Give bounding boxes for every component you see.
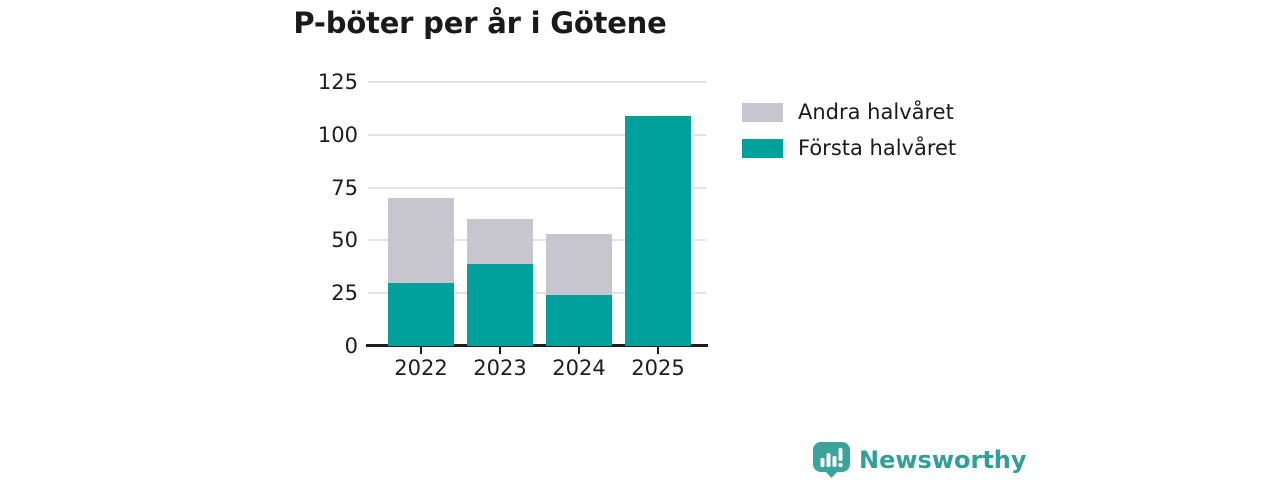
chart-title: P-böter per år i Götene	[293, 6, 667, 40]
legend-item-andra-halvaret: Andra halvåret	[742, 100, 956, 124]
branding-wordmark: Newsworthy	[859, 445, 1027, 474]
bar-2023-andra-halv-ret	[467, 219, 533, 264]
bar-2024-f-rsta-halv-ret	[546, 295, 612, 346]
gridline-125	[368, 81, 706, 83]
x-tick-mark-2023	[499, 347, 501, 354]
y-tick-label-125: 125	[317, 70, 358, 94]
y-tick-label-25: 25	[331, 281, 358, 306]
y-tick-label-100: 100	[317, 122, 358, 147]
y-tick-label-0: 0	[344, 334, 358, 358]
x-tick-label-2023: 2023	[473, 356, 527, 380]
x-tick-mark-2024	[578, 347, 580, 354]
x-tick-mark-2025	[657, 347, 659, 354]
gridline-75	[368, 186, 706, 189]
legend-swatch-forsta-halvaret	[742, 138, 783, 158]
y-tick-label-50: 50	[331, 228, 358, 253]
gridline-100	[368, 133, 706, 136]
bar-2023-f-rsta-halv-ret	[467, 263, 533, 346]
legend: Andra halvåret Första halvåret	[742, 100, 956, 160]
gridline-25	[368, 292, 706, 295]
x-tick-label-2025: 2025	[631, 356, 685, 380]
legend-label: Andra halvåret	[798, 100, 954, 124]
y-tick-label-75: 75	[331, 175, 358, 200]
newsworthy-chart-bubble-icon	[813, 442, 850, 478]
x-axis-line	[366, 344, 708, 347]
bar-2025-f-rsta-halv-ret	[625, 115, 691, 346]
legend-label: Första halvåret	[798, 136, 957, 160]
branding-logo: Newsworthy	[812, 441, 1027, 478]
plot-area: 0 25 50 75 100 125 2022 2023 2024 2025	[318, 70, 708, 380]
x-tick-label-2022: 2022	[394, 356, 448, 380]
bar-2024-andra-halv-ret	[546, 234, 612, 296]
x-tick-label-2024: 2024	[552, 356, 606, 380]
gridline-50	[368, 239, 706, 242]
legend-swatch-andra-halvaret	[742, 102, 783, 122]
x-tick-mark-2022	[420, 347, 422, 354]
bar-2022-f-rsta-halv-ret	[388, 282, 454, 346]
legend-item-forsta-halvaret: Första halvåret	[742, 136, 956, 160]
bar-2022-andra-halv-ret	[388, 198, 454, 283]
